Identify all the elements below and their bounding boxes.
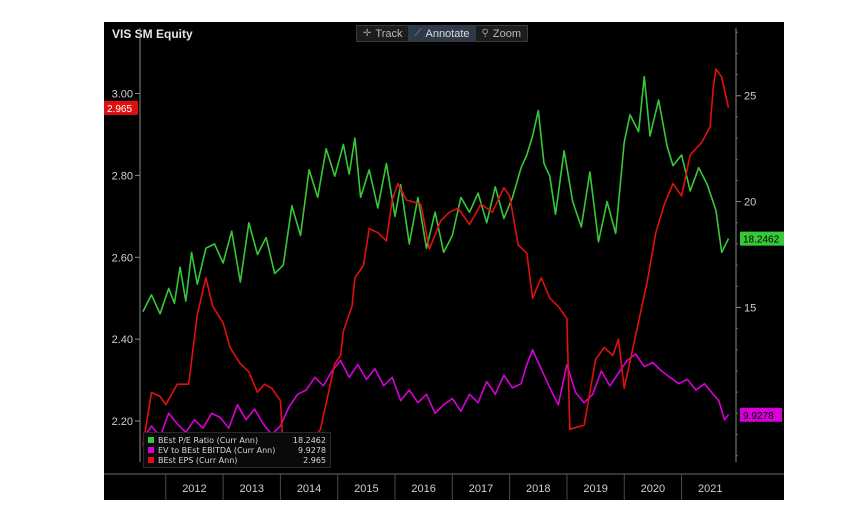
left-tick-label: 2.80 xyxy=(112,170,133,182)
legend-swatch-eps xyxy=(148,457,154,463)
x-tick-label: 2019 xyxy=(583,483,607,495)
legend-swatch-ev xyxy=(148,447,154,453)
x-tick-label: 2015 xyxy=(354,483,378,495)
x-tick-label: 2016 xyxy=(411,483,435,495)
right-tick-label: 15 xyxy=(744,302,756,314)
ev-last-value-label: 9.9278 xyxy=(743,411,774,422)
right-tick-label: 20 xyxy=(744,197,756,209)
pencil-icon: ⟋ xyxy=(414,28,422,39)
legend-name: BEst P/E Ratio (Curr Ann) xyxy=(158,435,259,445)
legend-value: 2.965 xyxy=(303,455,326,465)
chart-title: VIS SM Equity xyxy=(112,27,193,41)
track-button[interactable]: ✛ Track xyxy=(357,26,408,41)
eps-last-value-label: 2.965 xyxy=(107,104,132,115)
left-tick-label: 2.20 xyxy=(112,416,133,428)
chart-toolbar: ✛ Track ⟋ Annotate ⚲ Zoom xyxy=(356,25,528,42)
chart-panel: VIS SM Equity 2.20 2.40 2.60 2.80 3.00 15 20 25 2… xyxy=(104,22,784,500)
pe-last-value-label: 18.2462 xyxy=(743,235,780,246)
pe-last-value-label-bg xyxy=(740,231,784,246)
legend-value: 18.2462 xyxy=(292,435,326,445)
series-line-ev xyxy=(142,349,730,440)
legend-swatch-pe xyxy=(148,437,154,443)
x-tick-label: 2012 xyxy=(182,483,206,495)
annotate-button[interactable]: ⟋ Annotate xyxy=(408,26,476,41)
chart-legend: BEst P/E Ratio (Curr Ann) 18.2462 EV to … xyxy=(143,432,331,468)
legend-name: EV to BEst EBITDA (Curr Ann) xyxy=(158,445,276,455)
legend-item-pe: BEst P/E Ratio (Curr Ann) 18.2462 xyxy=(148,435,326,445)
annotate-label: Annotate xyxy=(425,27,470,40)
ev-last-value-label-bg xyxy=(740,407,782,422)
right-tick-label: 25 xyxy=(744,91,756,103)
x-tick-label: 2020 xyxy=(641,483,665,495)
x-tick-label: 2014 xyxy=(297,483,321,495)
magnifier-icon: ⚲ xyxy=(481,28,489,39)
zoom-button[interactable]: ⚲ Zoom xyxy=(476,26,527,41)
x-tick-label: 2017 xyxy=(469,483,493,495)
track-label: Track xyxy=(375,27,403,40)
x-tick-label: 2021 xyxy=(698,483,722,495)
legend-name: BEst EPS (Curr Ann) xyxy=(158,455,238,465)
series-line-pe xyxy=(142,75,730,315)
x-tick-label: 2018 xyxy=(526,483,550,495)
left-tick-label: 3.00 xyxy=(112,89,133,101)
x-tick-label: 2013 xyxy=(240,483,264,495)
zoom-label: Zoom xyxy=(492,27,521,40)
eps-last-value-label-bg xyxy=(104,100,138,115)
left-tick-label: 2.40 xyxy=(112,334,133,346)
series-line-eps xyxy=(142,68,730,455)
chart-svg: VIS SM Equity 2.20 2.40 2.60 2.80 3.00 15 20 25 2… xyxy=(104,27,784,500)
legend-item-ev: EV to BEst EBITDA (Curr Ann) 9.9278 xyxy=(148,445,326,455)
legend-value: 9.9278 xyxy=(298,445,326,455)
left-tick-label: 2.60 xyxy=(112,252,133,264)
crosshair-icon: ✛ xyxy=(363,28,372,39)
legend-item-eps: BEst EPS (Curr Ann) 2.965 xyxy=(148,455,326,465)
